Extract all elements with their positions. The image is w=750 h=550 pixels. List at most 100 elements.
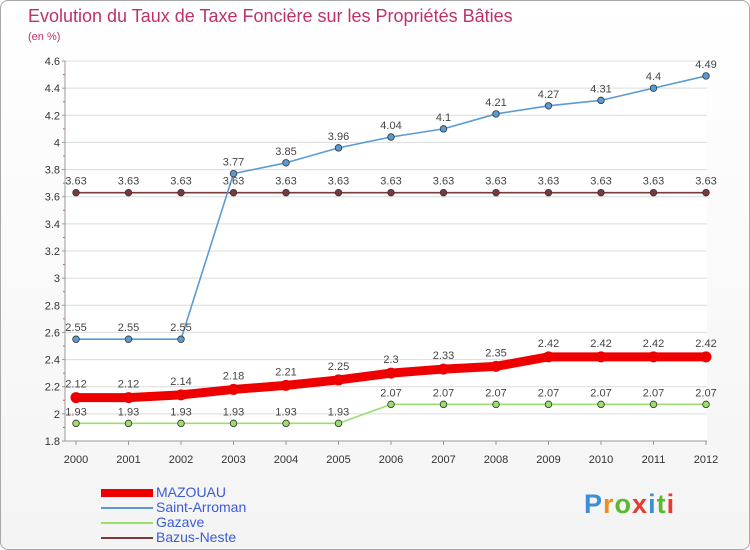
x-tick-label: 2012 <box>694 454 718 466</box>
legend-swatch-bazus-neste <box>101 537 153 539</box>
data-label-saint-arroman: 2.55 <box>118 322 139 334</box>
data-label-saint-arroman: 4.31 <box>590 83 611 95</box>
data-label-mazouau: 2.33 <box>433 350 454 362</box>
data-point-gazave <box>387 400 395 409</box>
data-label-gazave: 2.07 <box>485 387 506 399</box>
data-point-saint-arroman <box>334 144 343 152</box>
data-point-gazave <box>492 400 500 409</box>
logo-letter: t <box>656 489 667 519</box>
data-point-gazave <box>282 419 290 428</box>
data-label-gazave: 2.07 <box>433 387 454 399</box>
legend-label-bazus-neste: Bazus-Neste <box>156 529 237 545</box>
data-point-mazouau <box>175 389 187 401</box>
y-tick-label: 3.6 <box>45 192 60 204</box>
legend-label-mazouau: MAZOUAU <box>156 484 226 500</box>
y-tick-label: 2 <box>54 409 60 421</box>
data-point-gazave <box>597 400 605 409</box>
y-tick-label: 4 <box>54 137 60 149</box>
legend-label-gazave: Gazave <box>156 514 205 530</box>
data-label-gazave: 1.93 <box>275 406 296 418</box>
data-point-bazus-neste <box>649 188 658 197</box>
y-tick-label: 3.2 <box>45 246 60 258</box>
x-tick-label: 2001 <box>116 454 140 466</box>
data-label-saint-arroman: 4.4 <box>646 71 661 83</box>
data-label-bazus-neste: 3.63 <box>118 176 139 188</box>
data-label-mazouau: 2.35 <box>485 347 506 359</box>
x-tick-label: 2006 <box>379 454 403 466</box>
x-tick-label: 2003 <box>221 454 245 466</box>
data-label-gazave: 2.07 <box>643 387 664 399</box>
data-point-gazave <box>702 400 710 409</box>
data-point-gazave <box>124 419 133 428</box>
legend-swatch-mazouau <box>101 489 153 497</box>
y-tick-label: 2.4 <box>45 355 60 367</box>
legend-swatch-saint-arroman <box>101 507 153 509</box>
y-tick-label: 3 <box>54 273 60 285</box>
unit-label: (en %) <box>28 31 61 43</box>
data-point-bazus-neste <box>229 188 238 197</box>
data-label-saint-arroman: 4.27 <box>538 89 559 101</box>
data-label-mazouau: 2.25 <box>328 361 349 373</box>
data-label-saint-arroman: 2.55 <box>170 322 191 334</box>
x-tick-label: 2008 <box>484 454 508 466</box>
data-label-saint-arroman: 4.04 <box>380 120 401 132</box>
data-point-bazus-neste <box>597 188 605 197</box>
x-tick-label: 2002 <box>169 454 193 466</box>
data-point-saint-arroman <box>282 159 290 167</box>
data-label-gazave: 1.93 <box>223 406 244 418</box>
data-point-saint-arroman <box>124 335 133 343</box>
data-point-bazus-neste <box>72 188 80 197</box>
data-point-mazouau <box>438 363 449 375</box>
data-label-gazave: 1.93 <box>170 406 191 418</box>
data-label-gazave: 1.93 <box>328 406 349 418</box>
data-point-bazus-neste <box>124 188 133 197</box>
data-label-mazouau: 2.12 <box>65 379 86 391</box>
data-point-gazave <box>72 419 80 428</box>
data-label-mazouau: 2.42 <box>643 338 664 350</box>
data-label-mazouau: 2.18 <box>223 370 244 382</box>
y-tick-label: 4.4 <box>45 83 60 95</box>
data-label-bazus-neste: 3.63 <box>485 176 506 188</box>
data-point-mazouau <box>595 351 607 363</box>
logo-letter: x <box>632 489 649 519</box>
data-point-saint-arroman <box>387 133 395 141</box>
data-point-mazouau <box>700 351 712 363</box>
x-tick-label: 2004 <box>274 454 298 466</box>
data-label-saint-arroman: 4.21 <box>485 97 506 109</box>
data-label-saint-arroman: 4.49 <box>695 59 716 71</box>
logo-letter: i <box>648 489 657 519</box>
data-point-saint-arroman <box>72 335 80 343</box>
data-point-saint-arroman <box>177 335 185 343</box>
data-label-bazus-neste: 3.63 <box>170 176 191 188</box>
logo-letter: o <box>614 489 633 519</box>
data-point-gazave <box>649 400 658 409</box>
y-tick-label: 2.8 <box>45 300 60 312</box>
data-label-bazus-neste: 3.63 <box>538 176 559 188</box>
y-tick-label: 1.8 <box>45 436 60 448</box>
data-label-bazus-neste: 3.63 <box>643 176 664 188</box>
y-tick-label: 2.6 <box>45 327 60 339</box>
data-point-mazouau <box>490 360 502 372</box>
data-label-bazus-neste: 3.63 <box>275 176 296 188</box>
data-point-mazouau <box>228 383 239 395</box>
data-label-bazus-neste: 3.63 <box>433 176 454 188</box>
data-point-bazus-neste <box>544 188 553 197</box>
data-point-mazouau <box>70 392 82 404</box>
logo-letter: r <box>603 489 615 519</box>
y-tick-label: 4.2 <box>45 110 60 122</box>
proxiti-logo: Proxiti <box>584 489 675 520</box>
data-point-mazouau <box>280 379 292 391</box>
logo-letter: P <box>584 489 604 519</box>
data-label-bazus-neste: 3.63 <box>328 176 349 188</box>
data-label-bazus-neste: 3.63 <box>590 176 611 188</box>
data-point-gazave <box>334 419 343 428</box>
x-tick-label: 2011 <box>642 454 666 466</box>
data-point-gazave <box>544 400 553 409</box>
data-label-mazouau: 2.14 <box>170 376 191 388</box>
data-point-gazave <box>439 400 448 409</box>
data-label-gazave: 2.07 <box>380 387 401 399</box>
chart-title: Evolution du Taux de Taxe Foncière sur l… <box>28 6 513 26</box>
data-point-saint-arroman <box>649 84 658 92</box>
